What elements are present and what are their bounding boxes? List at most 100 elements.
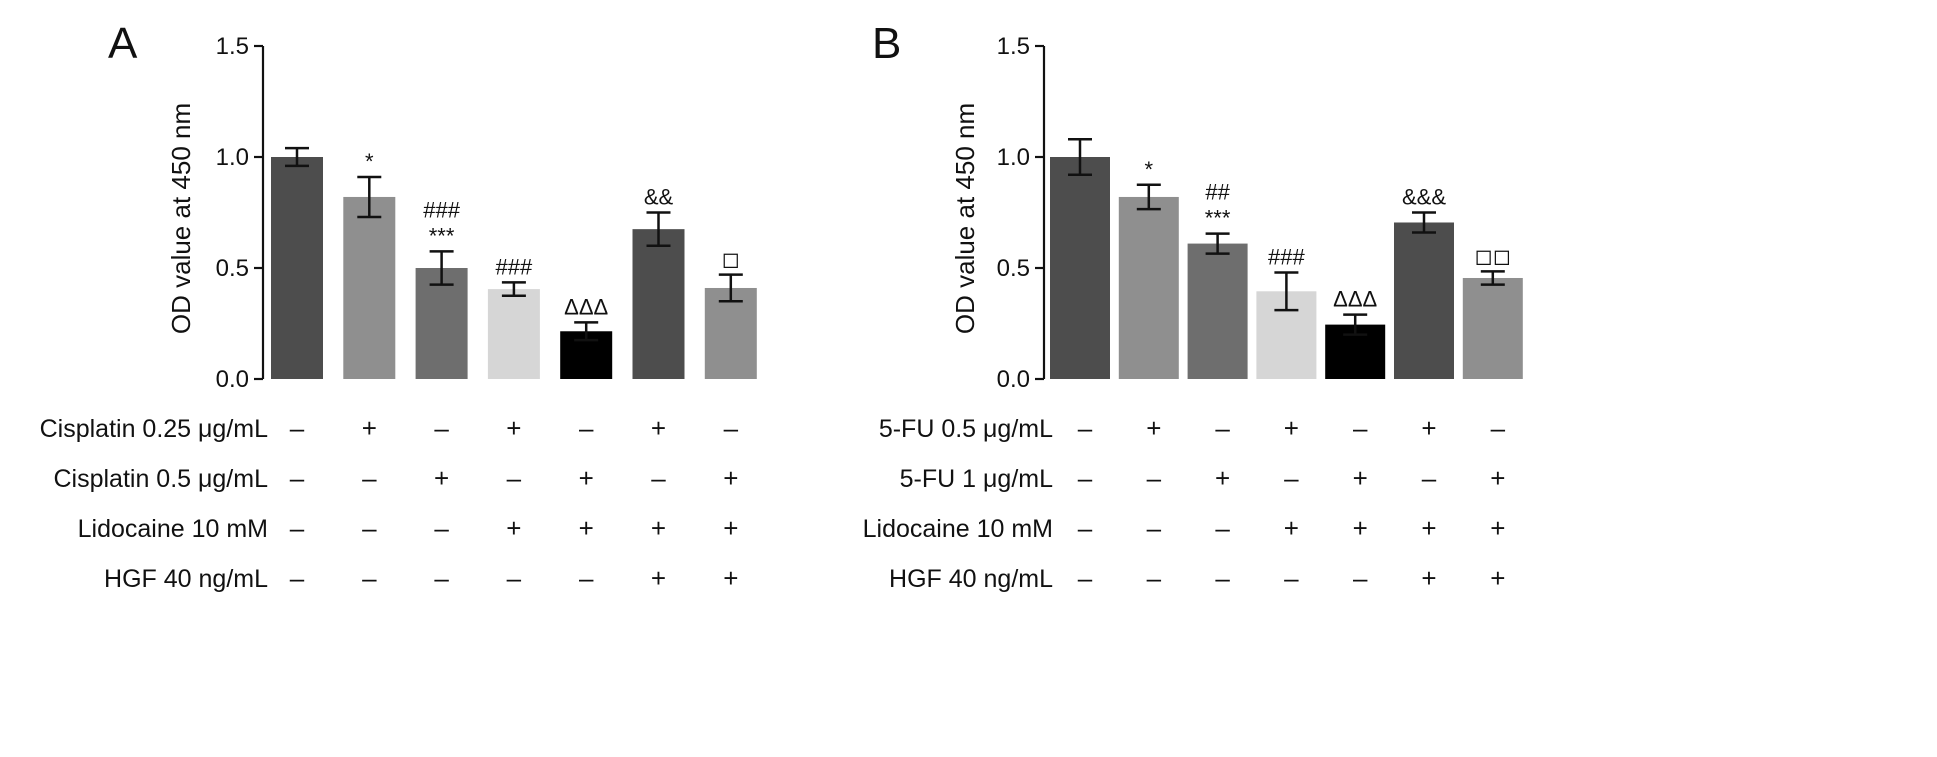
condition-sign: +	[1490, 463, 1505, 493]
y-tick-label: 1.0	[997, 144, 1030, 171]
condition-sign: –	[579, 413, 594, 443]
condition-label: Cisplatin 0.25 μg/mL	[40, 415, 269, 443]
condition-sign: +	[1146, 413, 1161, 443]
condition-sign: –	[1078, 513, 1093, 543]
condition-sign: +	[362, 413, 377, 443]
condition-sign: –	[290, 563, 305, 593]
bar	[704, 287, 757, 379]
condition-sign: –	[724, 413, 739, 443]
condition-label: 5-FU 0.5 μg/mL	[879, 415, 1053, 443]
bar	[487, 289, 540, 379]
condition-sign: –	[1147, 463, 1162, 493]
significance-label: ###	[496, 254, 533, 279]
condition-label: 5-FU 1 μg/mL	[900, 465, 1053, 493]
condition-sign: +	[579, 463, 594, 493]
condition-sign: +	[1490, 563, 1505, 593]
significance-label: ◻◻	[1475, 243, 1512, 268]
condition-sign: –	[1215, 413, 1230, 443]
condition-sign: +	[1490, 513, 1505, 543]
y-tick-label: 0.0	[216, 366, 249, 393]
condition-sign: –	[1078, 463, 1093, 493]
condition-sign: –	[579, 563, 594, 593]
y-tick-label: 0.0	[997, 366, 1030, 393]
condition-sign: –	[362, 513, 377, 543]
condition-sign: +	[723, 563, 738, 593]
condition-sign: +	[1284, 413, 1299, 443]
condition-sign: –	[362, 463, 377, 493]
y-tick-label: 0.5	[216, 255, 249, 282]
y-axis-label: OD value at 450 nm	[950, 103, 980, 334]
bar	[1050, 157, 1110, 379]
significance-label: *	[1145, 157, 1154, 182]
panel-letter: A	[108, 19, 138, 68]
condition-label: HGF 40 ng/mL	[889, 565, 1053, 593]
condition-sign: –	[1284, 463, 1299, 493]
condition-sign: –	[1353, 563, 1368, 593]
bar	[271, 157, 323, 379]
condition-sign: +	[1284, 513, 1299, 543]
condition-sign: –	[290, 413, 305, 443]
significance-label: ###	[1268, 244, 1305, 269]
condition-sign: –	[1422, 463, 1437, 493]
panel-b: B0.00.51.01.5OD value at 450 nm ****#####…	[863, 19, 1523, 593]
condition-sign: –	[1284, 563, 1299, 593]
condition-sign: +	[579, 513, 594, 543]
condition-sign: +	[506, 513, 521, 543]
y-tick-label: 1.5	[216, 33, 249, 60]
significance-label: ΔΔΔ	[1333, 287, 1377, 312]
condition-sign: –	[1353, 413, 1368, 443]
condition-sign: –	[290, 513, 305, 543]
y-tick-label: 1.5	[997, 33, 1030, 60]
bar	[343, 196, 396, 379]
significance-label: ***	[1205, 206, 1231, 231]
condition-sign: –	[1147, 513, 1162, 543]
condition-sign: +	[723, 463, 738, 493]
bar	[1187, 243, 1248, 379]
condition-sign: +	[506, 413, 521, 443]
condition-sign: +	[1215, 463, 1230, 493]
condition-sign: –	[290, 463, 305, 493]
y-tick-label: 1.0	[216, 144, 249, 171]
condition-sign: +	[651, 563, 666, 593]
condition-sign: +	[1353, 513, 1368, 543]
y-tick-label: 0.5	[997, 255, 1030, 282]
bar	[632, 229, 685, 379]
condition-sign: –	[507, 563, 522, 593]
panel-a: A0.00.51.01.5OD value at 450 nm ****#####…	[40, 19, 757, 593]
condition-sign: +	[1421, 513, 1436, 543]
panel-letter: B	[872, 19, 901, 68]
bar	[1394, 222, 1454, 379]
condition-sign: +	[1421, 563, 1436, 593]
condition-sign: +	[434, 463, 449, 493]
condition-sign: –	[362, 563, 377, 593]
condition-sign: +	[1421, 413, 1436, 443]
condition-sign: –	[1078, 413, 1093, 443]
condition-sign: –	[434, 563, 449, 593]
bar	[415, 268, 468, 379]
condition-sign: +	[651, 413, 666, 443]
condition-sign: –	[434, 413, 449, 443]
bar	[1118, 196, 1179, 379]
significance-label: ###	[423, 197, 460, 222]
condition-label: Lidocaine 10 mM	[78, 515, 268, 543]
condition-sign: –	[507, 463, 522, 493]
significance-label: *	[365, 149, 374, 174]
significance-label: ##	[1205, 180, 1230, 205]
significance-label: ◻	[722, 247, 740, 272]
condition-label: Cisplatin 0.5 μg/mL	[53, 465, 268, 493]
significance-label: &&&	[1402, 185, 1446, 210]
condition-sign: –	[651, 463, 666, 493]
condition-sign: –	[1215, 563, 1230, 593]
condition-sign: –	[434, 513, 449, 543]
significance-label: ΔΔΔ	[564, 294, 608, 319]
condition-sign: –	[1078, 563, 1093, 593]
significance-label: ***	[429, 223, 455, 248]
condition-label: HGF 40 ng/mL	[104, 565, 268, 593]
significance-label: &&	[644, 185, 674, 210]
condition-sign: –	[1147, 563, 1162, 593]
bar	[1462, 277, 1523, 379]
condition-sign: +	[723, 513, 738, 543]
condition-sign: +	[651, 513, 666, 543]
condition-sign: +	[1353, 463, 1368, 493]
condition-label: Lidocaine 10 mM	[863, 515, 1053, 543]
